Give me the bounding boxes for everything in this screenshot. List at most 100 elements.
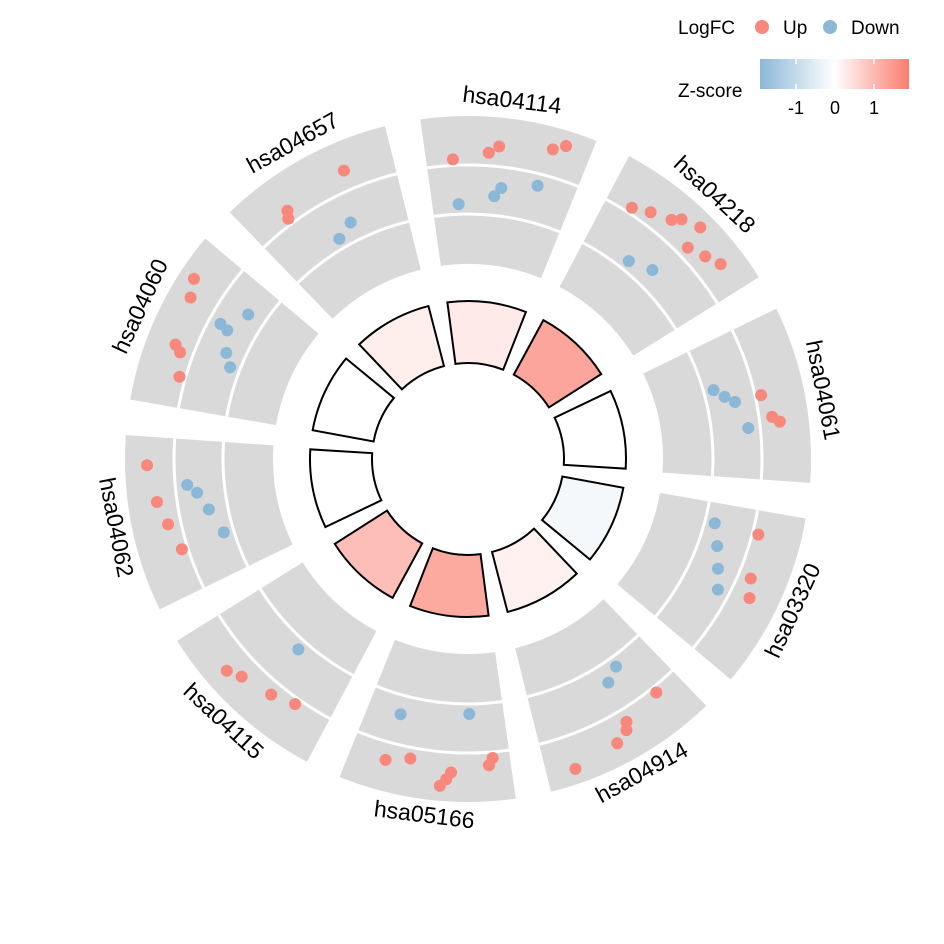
sector-track-hsa04218 [559, 156, 759, 356]
legend-up-marker [755, 20, 769, 34]
zscore-bars [309, 300, 627, 618]
track-gridline [262, 172, 398, 249]
point-down [333, 232, 346, 245]
point-up [482, 759, 495, 772]
track-gridline [654, 501, 711, 618]
track-gridline [433, 212, 561, 234]
point-up [404, 752, 417, 765]
zscore-tick-1: 1 [869, 98, 879, 118]
point-up [569, 762, 582, 775]
zscore-bar-hsa04115 [333, 509, 424, 600]
point-up [433, 779, 446, 792]
point-down [292, 643, 305, 656]
point-up [665, 213, 678, 226]
sector-track-hsa04657 [229, 126, 421, 319]
track-gridline [258, 588, 354, 677]
point-up [743, 592, 756, 605]
zscore-bar-hsa04914 [490, 527, 579, 614]
legend-logfc-title: LogFC [678, 18, 735, 39]
track-gridline [692, 509, 760, 649]
point-down [495, 182, 508, 195]
point-up [699, 250, 712, 263]
point-down [181, 478, 194, 491]
zscore-bar-hsa04114 [446, 300, 528, 371]
point-down [394, 708, 407, 721]
logfc-points [141, 140, 786, 792]
legend-up-label: Up [783, 18, 807, 39]
point-up [175, 543, 188, 556]
sector-track-hsa04114 [420, 116, 597, 279]
track-gridline [426, 163, 579, 188]
point-up [173, 370, 186, 383]
track-gridline [730, 329, 764, 480]
point-down [708, 517, 721, 530]
track-gridline [172, 438, 206, 589]
point-up [625, 201, 638, 214]
point-down [610, 660, 623, 673]
point-up [493, 140, 506, 153]
sector-label-hsa04114: hsa04114 [461, 81, 563, 119]
point-up [752, 528, 765, 541]
sector-track-hsa04062 [124, 435, 293, 610]
track-gridline [582, 241, 678, 330]
point-up [714, 258, 727, 271]
track-gridline [605, 198, 719, 304]
point-up [265, 688, 278, 701]
point-down [220, 346, 233, 359]
point-down [711, 583, 724, 596]
zscore-bar-hsa04062 [309, 448, 383, 529]
point-up [162, 518, 175, 531]
point-up [141, 459, 154, 472]
point-down [728, 396, 741, 409]
point-down [711, 540, 724, 553]
zscore-bar-hsa04061 [553, 389, 627, 470]
point-up [773, 415, 786, 428]
sector-track-hsa04115 [177, 562, 377, 762]
point-up [611, 737, 624, 750]
point-up [289, 698, 302, 711]
point-down [602, 676, 615, 689]
track-gridline [225, 300, 282, 417]
track-gridline [217, 614, 331, 720]
point-down [344, 216, 357, 229]
point-down [452, 198, 465, 211]
point-up [235, 670, 248, 683]
point-up [446, 153, 459, 166]
point-down [191, 486, 204, 499]
point-up [281, 204, 294, 217]
point-up [644, 206, 657, 219]
sector-track-hsa04914 [515, 599, 707, 792]
point-up [150, 496, 163, 509]
sector-track-hsa05166 [339, 639, 516, 802]
point-down [488, 190, 501, 203]
track-gridline [221, 441, 250, 568]
legend-down-label: Down [851, 18, 900, 39]
point-up [744, 572, 757, 585]
zscore-bar-hsa03320 [540, 475, 625, 561]
point-down [531, 179, 544, 192]
track-gridline [686, 350, 715, 477]
point-down [646, 264, 659, 277]
point-up [184, 291, 197, 304]
zscore-bar-hsa04657 [357, 304, 446, 391]
point-down [742, 421, 755, 434]
outer-tracks [124, 116, 812, 802]
track-gridline [296, 219, 410, 284]
track-gridline [357, 730, 510, 755]
point-up [187, 272, 200, 285]
point-down [711, 562, 724, 575]
track-gridline [526, 634, 640, 699]
point-up [546, 143, 559, 156]
point-down [202, 503, 215, 516]
zscore-tick-neg1: -1 [788, 98, 804, 118]
legend-down-marker [823, 20, 837, 34]
point-down [214, 317, 227, 330]
point-up [681, 241, 694, 254]
point-down [622, 255, 635, 268]
legend: LogFC Up Down Z-score -1 0 1 [678, 18, 909, 118]
zscore-bar-hsa04060 [311, 357, 396, 443]
point-down [224, 361, 237, 374]
zscore-tick-0: 0 [830, 98, 840, 118]
legend-zscore-title: Z-score [678, 81, 742, 102]
